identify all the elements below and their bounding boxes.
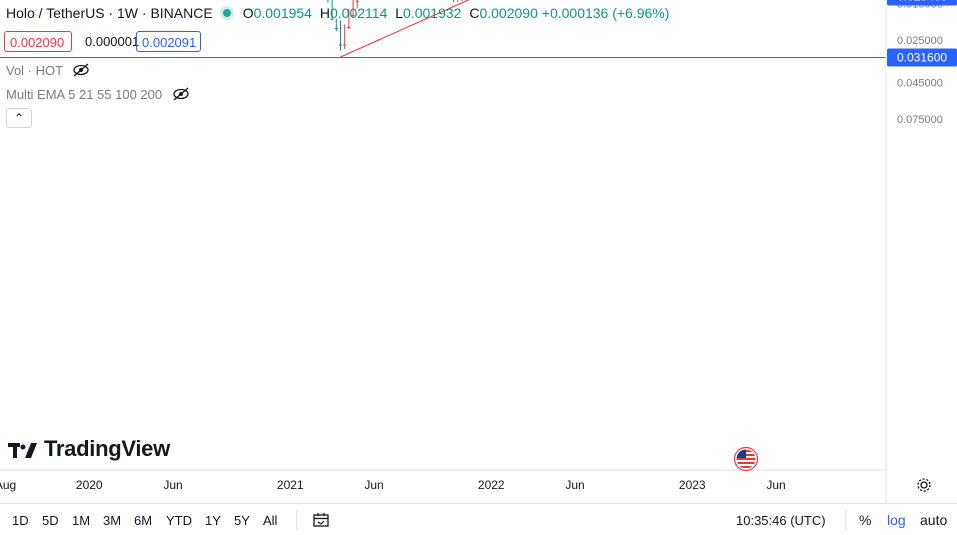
- time-tick-label: Jun: [565, 478, 584, 492]
- low-value: 0.001932: [403, 5, 461, 21]
- time-tick-label: 2022: [478, 478, 505, 492]
- time-tick-label: 2021: [277, 478, 304, 492]
- spread-value: 0.000001: [80, 31, 144, 52]
- low-label: L: [395, 5, 403, 21]
- time-tick-label: Jun: [364, 478, 383, 492]
- calendar-range-icon[interactable]: [312, 512, 330, 528]
- price-tick-label: 0.045000: [897, 77, 943, 89]
- range-1m-button[interactable]: 1M: [72, 513, 90, 528]
- flag-icon[interactable]: [733, 446, 759, 472]
- time-tick-label: Jun: [163, 478, 182, 492]
- symbol-title[interactable]: Holo / TetherUS · 1W · BINANCE: [6, 5, 213, 21]
- close-value: 0.002090: [479, 5, 537, 21]
- volume-indicator[interactable]: Vol · HOT: [6, 63, 90, 78]
- collapse-legend-button[interactable]: ⌃: [6, 108, 32, 128]
- time-tick-label: 2020: [76, 478, 103, 492]
- eye-off-icon[interactable]: [172, 87, 190, 101]
- high-value: 0.002114: [330, 5, 387, 21]
- candle-body: [347, 27, 350, 28]
- level-price-label: 0.031600: [897, 51, 947, 65]
- range-6m-button[interactable]: 6M: [134, 513, 152, 528]
- range-ytd-button[interactable]: YTD: [166, 513, 192, 528]
- range-5d-button[interactable]: 5D: [42, 513, 59, 528]
- ask-price-button[interactable]: 0.002091: [136, 31, 201, 52]
- ema-indicator-label: Multi EMA 5 21 55 100 200: [6, 87, 162, 102]
- bid-price-button[interactable]: 0.002090: [4, 31, 72, 52]
- open-label: O: [243, 5, 254, 21]
- candle-body: [343, 45, 346, 46]
- ema-indicator[interactable]: Multi EMA 5 21 55 100 200: [6, 87, 190, 102]
- log-scale-button[interactable]: log: [887, 512, 906, 528]
- range-5y-button[interactable]: 5Y: [234, 513, 250, 528]
- time-tick-label: Aug: [0, 478, 16, 492]
- auto-scale-button[interactable]: auto: [920, 512, 947, 528]
- time-tick-label: 2023: [679, 478, 706, 492]
- clock-timezone-button[interactable]: 10:35:46 (UTC): [736, 513, 826, 528]
- toolbar-separator: [296, 510, 297, 530]
- volume-indicator-label: Vol · HOT: [6, 63, 63, 78]
- range-all-button[interactable]: All: [263, 513, 277, 528]
- tradingview-logo-text: TradingView: [44, 436, 170, 461]
- range-1y-button[interactable]: 1Y: [205, 513, 221, 528]
- eye-off-icon[interactable]: [72, 63, 90, 77]
- range-1d-button[interactable]: 1D: [12, 513, 29, 528]
- market-status-icon: [223, 9, 231, 17]
- toolbar-separator: [845, 510, 846, 530]
- open-value: 0.001954: [254, 5, 312, 21]
- range-3m-button[interactable]: 3M: [103, 513, 121, 528]
- change-value: +0.000136 (+6.96%): [542, 5, 670, 21]
- high-label: H: [320, 5, 330, 21]
- time-tick-label: Jun: [766, 478, 785, 492]
- tradingview-logo[interactable]: TradingView: [8, 436, 170, 462]
- price-tick-label: 0.025000: [897, 35, 943, 47]
- gear-icon[interactable]: [916, 477, 932, 493]
- bottom-toolbar: 1D 5D 1M 3M 6M YTD 1Y 5Y All 10:35:46 (U…: [0, 503, 957, 535]
- level-price-label: 0.013400: [897, 0, 947, 4]
- price-tick-label: 0.075000: [897, 114, 943, 126]
- tradingview-logo-icon: [8, 441, 38, 459]
- percent-scale-button[interactable]: %: [859, 512, 871, 528]
- candle-body: [339, 45, 342, 46]
- close-label: C: [469, 5, 479, 21]
- candle-body: [335, 28, 338, 29]
- candle-body: [356, 1, 359, 2]
